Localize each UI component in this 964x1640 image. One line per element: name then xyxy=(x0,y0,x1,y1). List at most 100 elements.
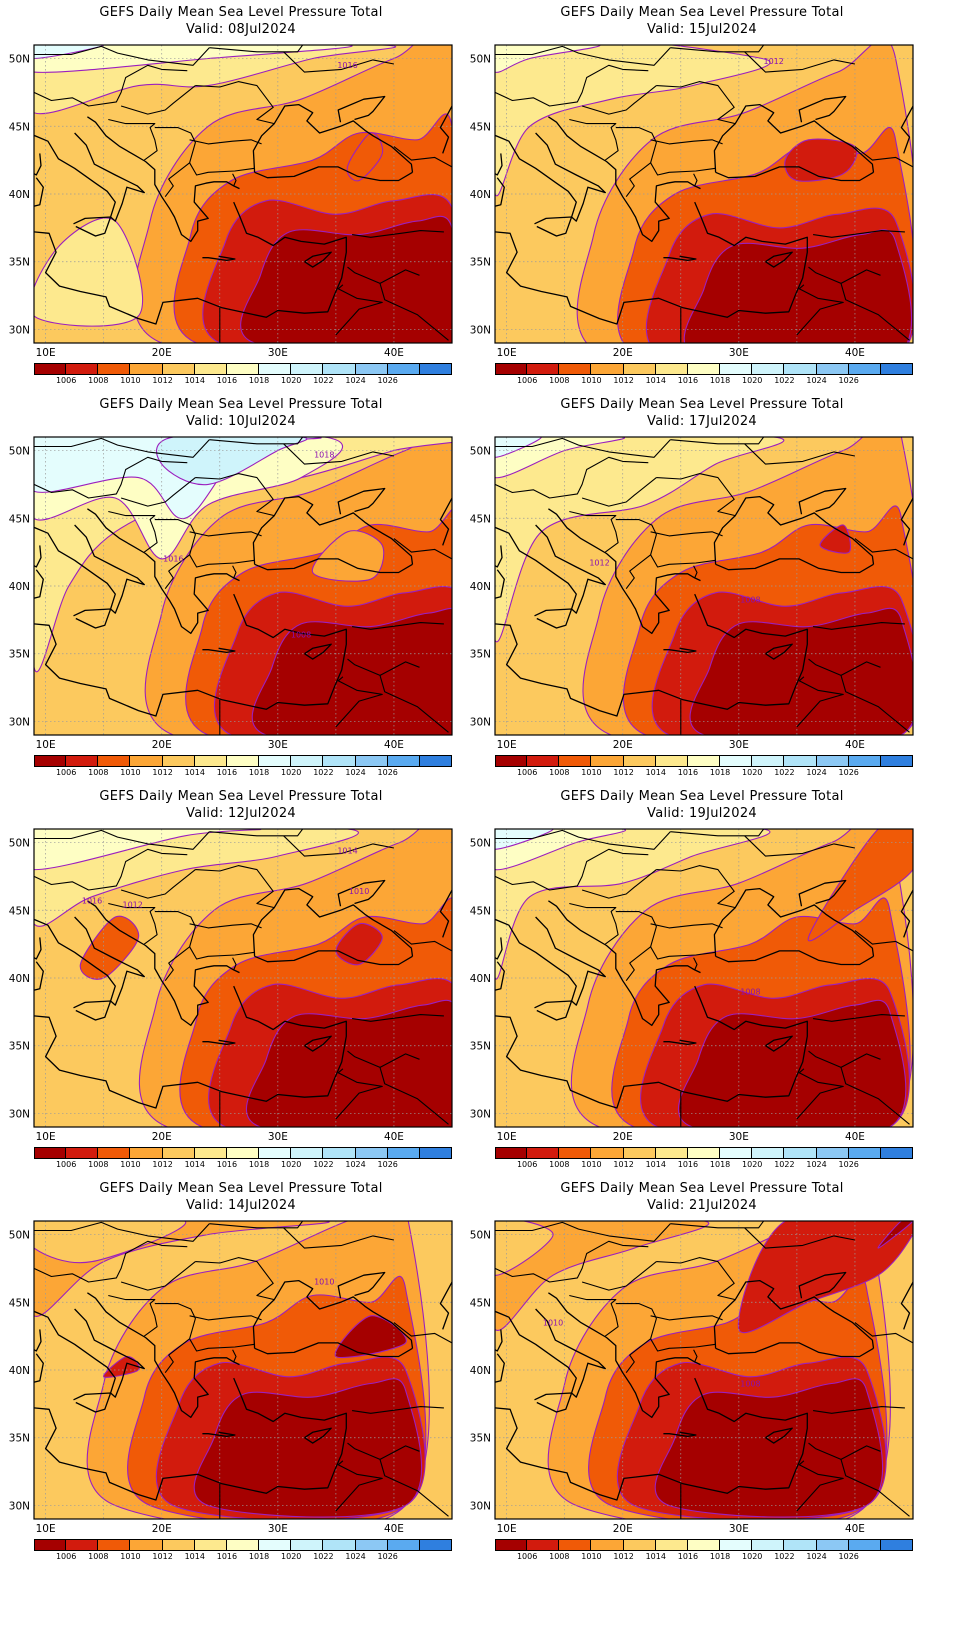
lat-label: 50N xyxy=(470,1230,491,1242)
coastline xyxy=(534,1000,573,1021)
coastline xyxy=(765,643,793,660)
colorbar-swatch xyxy=(98,363,131,375)
country-border xyxy=(495,64,649,107)
panel-valid-date: Valid: 15Jul2024 xyxy=(647,22,757,37)
country-border xyxy=(154,1303,196,1374)
country-border xyxy=(108,510,158,553)
colorbar-label: 1014 xyxy=(645,768,666,777)
country-border xyxy=(154,911,196,982)
lon-label: 40E xyxy=(845,1523,865,1535)
colorbar-swatch xyxy=(323,363,356,375)
country-border xyxy=(34,45,210,66)
panel-valid-date: Valid: 14Jul2024 xyxy=(186,1198,296,1213)
colorbar: 1006 1008 1010 1012 1014 1016 1018 1020 1022 1024… xyxy=(495,755,913,779)
coastline xyxy=(254,950,413,966)
map-panel: GEFS Daily Mean Sea Level Pressure Total… xyxy=(461,784,943,1194)
coastline xyxy=(534,608,573,629)
colorbar-label: 1024 xyxy=(806,1160,827,1169)
colorbar-swatch xyxy=(226,755,260,767)
coastline xyxy=(495,569,505,599)
pressure-map: 1008 50N 45N 40N 35N 30N 10E 20E 30E 40E xyxy=(470,828,914,1143)
lat-label: 40N xyxy=(9,973,30,985)
panel-title-text: GEFS Daily Mean Sea Level Pressure Total xyxy=(99,789,383,804)
coastline xyxy=(34,1308,145,1398)
colorbar-swatch xyxy=(591,363,624,375)
country-border xyxy=(283,443,395,465)
colorbar-swatch xyxy=(66,1539,99,1551)
coastline xyxy=(34,545,42,568)
country-border xyxy=(393,930,452,952)
pressure-map: 1018 1016 1008 50N 45N 40N 35N 30N 10E 20E 30E 40E xyxy=(9,436,453,751)
coastline xyxy=(34,1329,42,1352)
colorbar-label: 1006 xyxy=(55,376,77,385)
colorbar-swatch xyxy=(323,755,356,767)
coastline xyxy=(713,1279,875,1349)
country-border xyxy=(650,923,723,929)
colorbar-swatch xyxy=(495,1147,528,1159)
coastline xyxy=(439,496,452,546)
coastline xyxy=(495,177,505,207)
coastline xyxy=(439,104,452,154)
colorbar-swatch xyxy=(355,363,388,375)
colorbar-label: 1018 xyxy=(248,768,270,777)
country-border xyxy=(120,477,196,507)
country-border xyxy=(393,146,452,168)
country-border xyxy=(840,1459,910,1517)
colorbar-swatch xyxy=(355,1147,388,1159)
panel-valid-date: Valid: 12Jul2024 xyxy=(186,806,296,821)
country-border xyxy=(840,1067,910,1125)
country-border xyxy=(796,1460,844,1512)
coastline xyxy=(534,1392,573,1413)
pressure-band xyxy=(312,530,385,582)
country-border xyxy=(495,437,671,458)
colorbar-label: 1008 xyxy=(88,1160,109,1169)
colorbar-swatch xyxy=(816,363,849,375)
pressure-band xyxy=(495,45,771,197)
colorbar-swatch xyxy=(194,1539,227,1551)
colorbar-label: 1016 xyxy=(216,1160,238,1169)
country-border xyxy=(650,531,723,537)
pressure-band xyxy=(819,524,852,554)
colorbar-swatch xyxy=(752,363,785,375)
coastline xyxy=(252,103,414,173)
lat-label: 35N xyxy=(9,1041,30,1053)
lon-label: 40E xyxy=(384,739,404,751)
panel-title-text: GEFS Daily Mean Sea Level Pressure Total xyxy=(560,5,844,20)
country-border xyxy=(379,675,449,733)
pressure-band xyxy=(678,999,907,1127)
colorbar-swatch xyxy=(848,363,881,375)
colorbar-swatch xyxy=(559,755,592,767)
lat-label: 50N xyxy=(9,1230,30,1242)
country-border xyxy=(569,902,619,945)
colorbar-frame xyxy=(34,755,452,767)
country-border xyxy=(379,283,449,341)
map-frame xyxy=(494,1220,914,1520)
colorbar-label: 1010 xyxy=(120,376,141,385)
colorbar-swatch xyxy=(848,755,881,767)
colorbar-swatch xyxy=(130,755,163,767)
country-border xyxy=(189,162,255,176)
contour-label: 1018 xyxy=(314,450,334,459)
colorbar-swatch xyxy=(355,755,388,767)
colorbar-label: 1006 xyxy=(55,1552,77,1561)
lat-label: 45N xyxy=(9,1297,30,1309)
colorbar-swatch xyxy=(98,755,131,767)
pressure-band xyxy=(654,1378,884,1518)
contour-label: 1008 xyxy=(740,1379,760,1388)
country-border xyxy=(670,45,765,53)
country-border xyxy=(581,477,657,507)
colorbar-label: 1008 xyxy=(549,1160,570,1169)
map-frame xyxy=(494,828,914,1128)
colorbar-swatch xyxy=(66,755,99,767)
country-border xyxy=(108,118,158,161)
lat-label: 40N xyxy=(470,581,491,593)
colorbar-swatch xyxy=(655,363,688,375)
colorbar-label: 1014 xyxy=(184,376,205,385)
colorbar-label: 1014 xyxy=(184,768,205,777)
coastline xyxy=(495,916,606,1006)
colorbar-swatch xyxy=(559,1539,592,1551)
colorbar-label: 1018 xyxy=(248,1552,270,1561)
colorbar-swatch xyxy=(752,1539,785,1551)
coastline xyxy=(548,900,701,1027)
coastline xyxy=(304,1035,332,1052)
